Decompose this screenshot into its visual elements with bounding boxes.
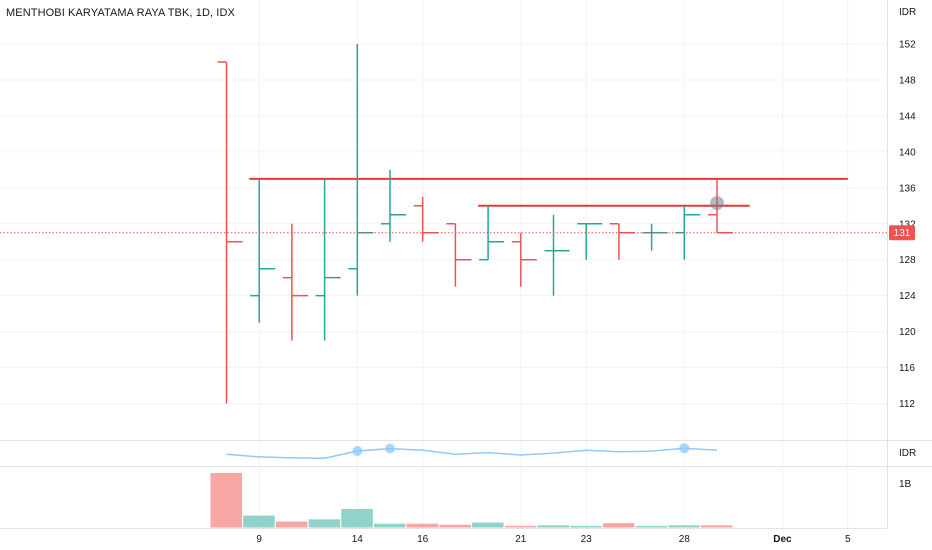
last-price-badge [889,225,915,241]
price-tick-label-1: 116 [899,363,915,374]
volume-bar-3 [308,519,341,528]
indicator-line [226,447,718,459]
ohlc-bar-4 [348,44,374,296]
price-tick-label-9: 148 [899,75,916,86]
price-tick-label-7: 140 [899,147,916,158]
volume-bar-4 [341,508,373,528]
ohlc-bars [217,44,733,404]
ohlc-bar-7 [446,223,472,287]
price-tick-label-0: 112 [899,399,915,410]
volume-bar-11 [570,525,602,528]
price-tick-label-5: 132 [899,219,916,230]
ohlc-bar-2 [282,223,308,341]
horizontal-lines [249,177,848,207]
price-axis: IDR 112 116 120 124 128 132 136 140 144 148 152 131 [0,7,916,410]
volume-bar-14 [668,525,700,528]
volume-bar-12 [602,523,635,528]
ohlc-bar-9 [511,232,537,287]
volume-scale-label: 1B [899,479,912,490]
ohlc-bar-12 [609,223,635,260]
time-tick-label-7: 5 [845,534,851,545]
price-tick-label-2: 120 [899,327,916,338]
volume-bar-2 [275,521,308,528]
price-tick-label-3: 124 [899,291,916,302]
last-price-label: 131 [894,228,911,239]
ohlc-bar-13 [642,223,668,251]
price-axis-currency: IDR [899,7,916,18]
volume-bar-6 [406,523,439,528]
time-tick-label-0: 9 [256,534,262,545]
grid [0,0,887,528]
indicator-marker-2 [679,443,690,454]
volume-bar-5 [374,523,406,528]
ohlc-bar-10 [544,214,570,296]
volume-bar-0 [210,473,242,528]
ohlc-bar-11 [577,223,603,260]
indicator-currency: IDR [899,448,916,459]
time-axis: 9 14 16 21 23 28 Dec 5 [256,534,851,545]
volume-bar-1 [243,515,275,528]
volume-bar-9 [504,525,537,528]
ohlc-bar-6 [413,196,439,242]
price-tick-label-6: 136 [899,183,916,194]
time-tick-label-2: 16 [417,534,429,545]
indicator-marker-0 [352,446,363,456]
time-tick-label-1: 14 [352,534,364,545]
indicator-pane: IDR [226,443,916,459]
ohlc-bar-5 [381,169,406,242]
volume-bar-13 [635,525,668,528]
indicator-marker-1 [385,443,395,454]
volume-bar-10 [537,525,569,528]
time-tick-label-6: Dec [773,534,792,545]
ohlc-bar-0 [217,61,243,404]
price-tick-label-10: 152 [899,40,916,51]
ohlc-bar-1 [250,178,276,323]
price-marker [710,196,724,211]
volume-bar-8 [472,522,504,528]
ohlc-bar-8 [479,205,505,261]
volume-pane: 1B [210,473,912,528]
price-tick-label-4: 128 [899,255,916,266]
time-tick-label-4: 23 [581,534,593,545]
chart-title: MENTHOBI KARYATAMA RAYA TBK, 1D, IDX [6,7,235,19]
price-tick-label-8: 144 [899,111,916,122]
time-tick-label-5: 28 [679,534,691,545]
volume-bar-15 [701,525,733,528]
time-tick-label-3: 21 [515,534,527,545]
pane-separators [0,0,932,529]
ohlc-bar-3 [315,178,341,341]
volume-bar-7 [439,524,471,528]
